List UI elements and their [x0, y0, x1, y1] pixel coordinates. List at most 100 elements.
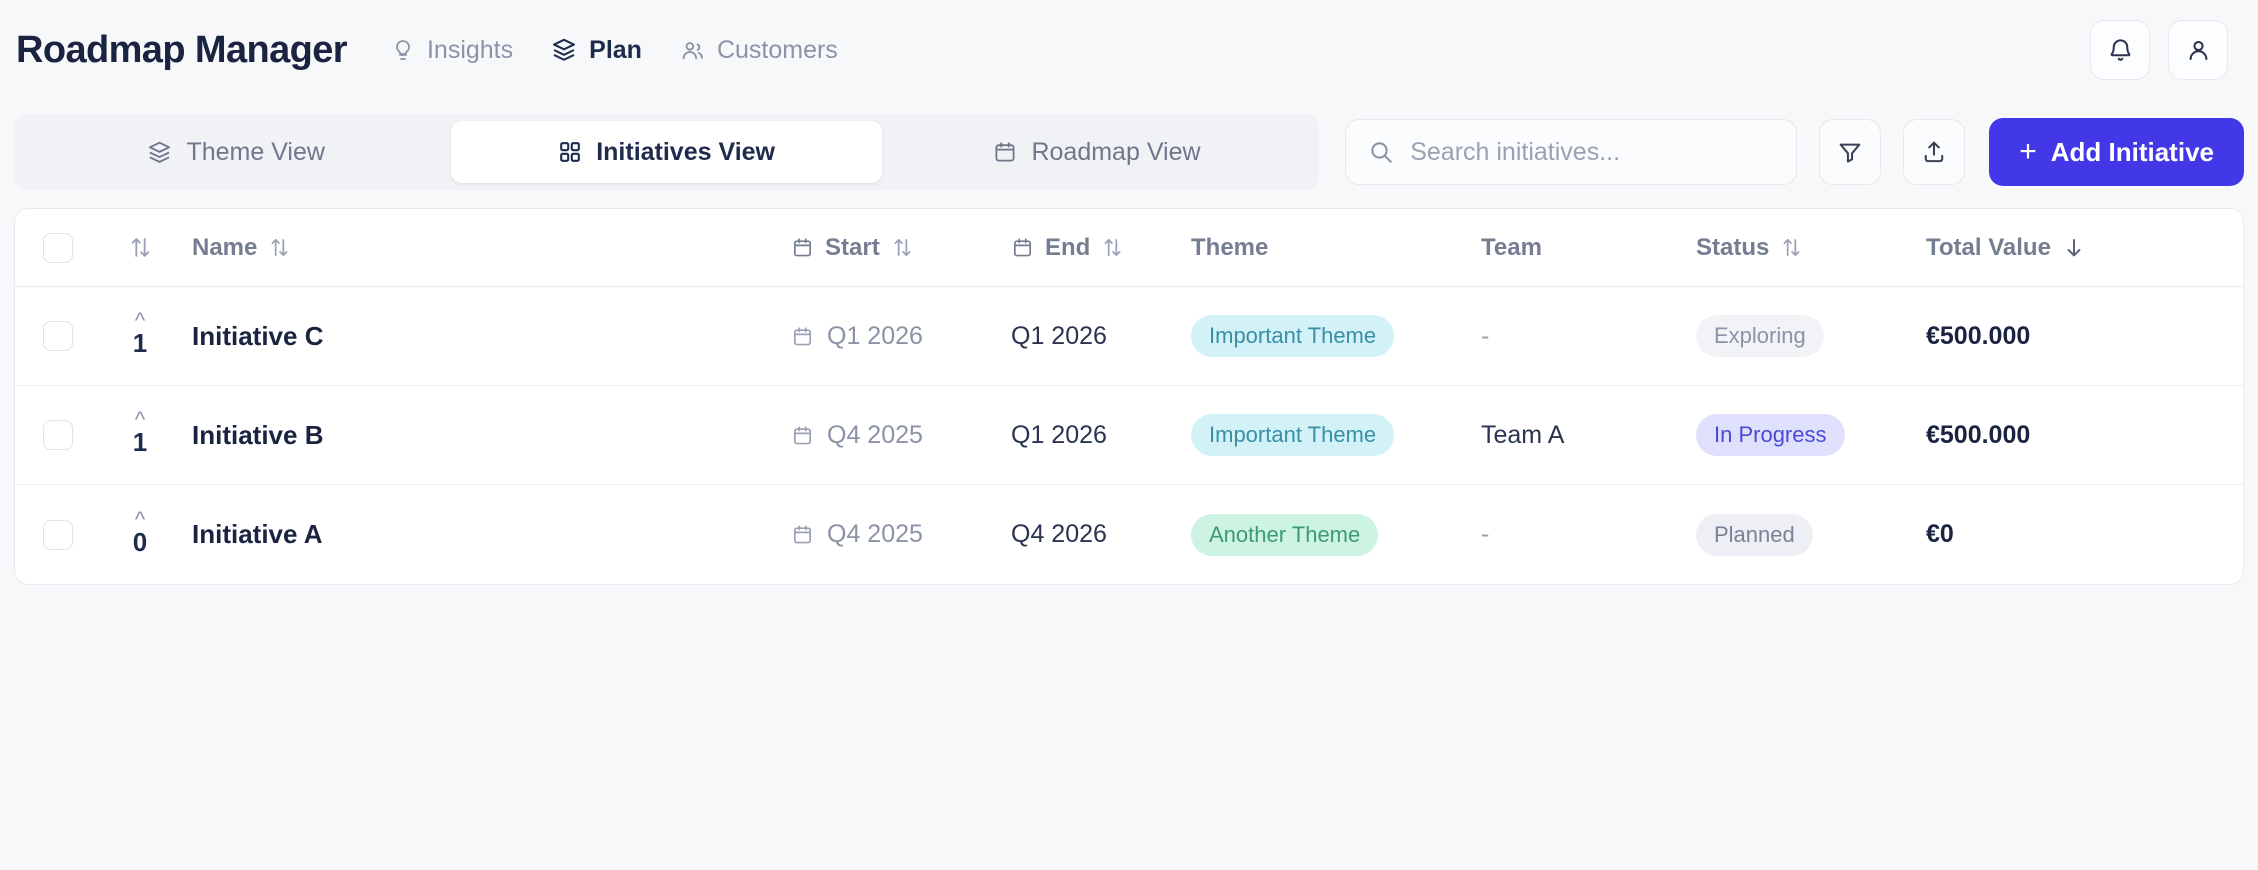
calendar-icon	[791, 325, 814, 348]
filter-button[interactable]	[1819, 119, 1882, 185]
row-name-cell: Initiative A	[179, 519, 791, 550]
plus-icon: +	[2019, 135, 2037, 168]
status-badge: Planned	[1696, 513, 1813, 556]
theme-badge: Another Theme	[1191, 513, 1379, 556]
row-end-cell: Q4 2026	[1011, 520, 1191, 549]
row-rank-cell[interactable]: ^ 1	[101, 308, 179, 359]
row-status-cell: In Progress	[1696, 414, 1926, 456]
column-header-name[interactable]: Name	[179, 234, 791, 262]
table-row[interactable]: ^ 1 Initiative B Q4 2025 Q1 2026 Importa…	[15, 386, 2243, 485]
profile-button[interactable]	[2168, 20, 2228, 80]
notifications-button[interactable]	[2090, 20, 2150, 80]
row-value-cell: €500.000	[1926, 322, 2243, 351]
search-icon	[1368, 139, 1394, 165]
main-nav: Insights Plan Customers	[391, 36, 838, 65]
row-select-cell	[15, 321, 101, 351]
column-label: Start	[825, 233, 880, 261]
add-initiative-button[interactable]: + Add Initiative	[1989, 118, 2244, 186]
nav-item-insights[interactable]: Insights	[391, 36, 513, 65]
search-box[interactable]	[1345, 119, 1798, 185]
column-header-end[interactable]: End	[1011, 234, 1191, 262]
column-header-team[interactable]: Team	[1481, 234, 1696, 262]
row-status-cell: Planned	[1696, 513, 1926, 556]
row-rank-cell[interactable]: ^ 1	[101, 407, 179, 458]
column-header-total-value[interactable]: Total Value	[1926, 234, 2243, 262]
nav-item-label: Customers	[716, 35, 838, 64]
user-icon	[2185, 37, 2212, 64]
row-theme-cell: Important Theme	[1191, 315, 1481, 357]
nav-item-customers[interactable]: Customers	[680, 36, 838, 65]
table-header-row: Name Start	[15, 209, 2243, 287]
sort-desc-icon	[2062, 236, 2086, 260]
select-all-cell	[15, 232, 101, 263]
calendar-icon	[791, 424, 814, 447]
column-label: Total Value	[1926, 233, 2051, 261]
grid-icon	[558, 140, 582, 164]
row-end-cell: Q1 2026	[1011, 322, 1191, 351]
app-header: Roadmap Manager Insights Plan	[0, 0, 2258, 100]
sort-icon	[891, 236, 914, 259]
row-team-cell: -	[1481, 322, 1696, 351]
initiative-name: Initiative B	[192, 419, 324, 450]
row-start-cell: Q4 2025	[791, 520, 1011, 549]
sort-icon	[1780, 236, 1803, 259]
row-theme-cell: Another Theme	[1191, 513, 1481, 556]
initiative-name: Initiative C	[192, 320, 324, 351]
status-badge: In Progress	[1696, 414, 1845, 456]
row-team-cell: -	[1481, 520, 1696, 549]
filter-icon	[1837, 139, 1863, 165]
column-header-start[interactable]: Start	[791, 234, 1011, 262]
bell-icon	[2107, 37, 2134, 64]
search-input[interactable]	[1410, 137, 1775, 167]
rank-count: 1	[132, 328, 148, 358]
row-checkbox[interactable]	[43, 321, 73, 351]
row-start-cell: Q4 2025	[791, 421, 1011, 450]
tab-theme-view[interactable]: Theme View	[21, 121, 451, 183]
column-header-rank[interactable]	[101, 235, 179, 260]
select-all-checkbox[interactable]	[43, 232, 73, 263]
table-row[interactable]: ^ 0 Initiative A Q4 2025 Q4 2026 Another…	[15, 485, 2243, 584]
end-date: Q1 2026	[1011, 420, 1107, 449]
column-header-status[interactable]: Status	[1696, 234, 1926, 262]
nav-item-label: Plan	[589, 35, 642, 64]
lightbulb-icon	[391, 38, 415, 62]
export-button[interactable]	[1903, 119, 1966, 185]
layers-icon	[147, 140, 172, 165]
initiative-name: Initiative A	[192, 519, 323, 549]
column-label: Status	[1696, 233, 1770, 261]
tab-roadmap-view[interactable]: Roadmap View	[882, 121, 1312, 183]
status-badge: Exploring	[1696, 315, 1824, 357]
chevron-up-icon[interactable]: ^	[134, 506, 146, 532]
table-row[interactable]: ^ 1 Initiative C Q1 2026 Q1 2026 Importa…	[15, 287, 2243, 386]
team-name: Team A	[1481, 420, 1565, 449]
theme-badge: Important Theme	[1191, 315, 1395, 357]
layers-icon	[551, 37, 577, 63]
tab-label: Initiatives View	[596, 137, 775, 166]
row-value-cell: €500.000	[1926, 421, 2243, 450]
column-label: End	[1045, 233, 1091, 261]
chevron-up-icon[interactable]: ^	[134, 407, 146, 432]
nav-item-plan[interactable]: Plan	[551, 36, 642, 65]
rank-count: 1	[132, 427, 148, 457]
view-toolbar: Theme View Initiatives View Roadmap	[0, 100, 2258, 208]
start-date: Q1 2026	[827, 321, 923, 350]
calendar-icon	[791, 523, 814, 546]
row-checkbox[interactable]	[43, 519, 73, 550]
tab-initiatives-view[interactable]: Initiatives View	[451, 121, 882, 183]
row-checkbox[interactable]	[43, 420, 73, 450]
calendar-icon	[1011, 236, 1034, 259]
column-label: Theme	[1191, 233, 1269, 261]
total-value: €0	[1926, 520, 1954, 548]
chevron-up-icon[interactable]: ^	[134, 308, 146, 333]
nav-item-label: Insights	[426, 35, 514, 64]
row-theme-cell: Important Theme	[1191, 414, 1481, 456]
page-title: Roadmap Manager	[16, 28, 348, 71]
view-switcher: Theme View Initiatives View Roadmap	[14, 114, 1320, 190]
row-rank-cell[interactable]: ^ 0	[101, 506, 179, 558]
column-header-theme[interactable]: Theme	[1191, 234, 1481, 262]
column-label: Name	[192, 233, 258, 261]
theme-badge: Important Theme	[1191, 414, 1395, 456]
sort-icon	[1101, 236, 1124, 259]
total-value: €500.000	[1926, 420, 2031, 449]
row-select-cell	[15, 519, 101, 550]
